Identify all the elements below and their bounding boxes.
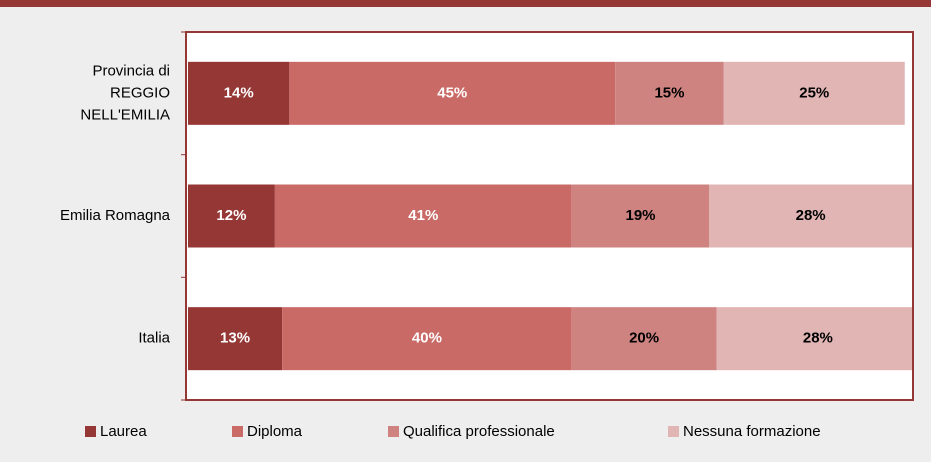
legend-label: Laurea [100,423,147,440]
bar-segment [723,61,905,125]
value-label: 19% [625,207,655,224]
bar-segment [709,184,912,248]
legend-label: Qualifica professionale [403,423,555,440]
value-label: 28% [796,207,826,224]
value-label: 14% [224,84,254,101]
legend-label: Nessuna formazione [683,423,821,440]
value-label: 41% [408,207,438,224]
bar-segment [188,307,283,371]
legend-swatch [232,426,243,437]
legend-label: Diploma [247,423,303,440]
bar-segment [188,184,275,248]
bars [188,61,912,371]
value-label: 13% [220,330,250,347]
value-label: 40% [412,330,442,347]
bar-segment [615,61,724,125]
category-label: Emilia Romagna [60,207,171,224]
bar-segment [188,61,290,125]
top-band [0,0,931,7]
category-label-line: NELL'EMILIA [80,106,170,123]
legend-swatch [668,426,679,437]
bar-segment [274,184,572,248]
value-label: 12% [216,207,246,224]
value-label: 28% [803,330,833,347]
category-label: Italia [138,330,170,347]
value-label: 45% [437,84,467,101]
bar-segment [716,307,912,371]
bar-segment [289,61,616,125]
bar-segment [571,184,710,248]
category-label-line: REGGIO [110,84,170,101]
bar-segment [282,307,572,371]
category-label: Provincia di REGGIO NELL'EMILIA [80,62,170,123]
legend-swatch [85,426,96,437]
legend-swatch [388,426,399,437]
category-label-line: Provincia di [92,62,170,79]
value-label: 25% [799,84,829,101]
bar-segment [571,307,717,371]
value-label: 15% [654,84,684,101]
value-label: 20% [629,330,659,347]
